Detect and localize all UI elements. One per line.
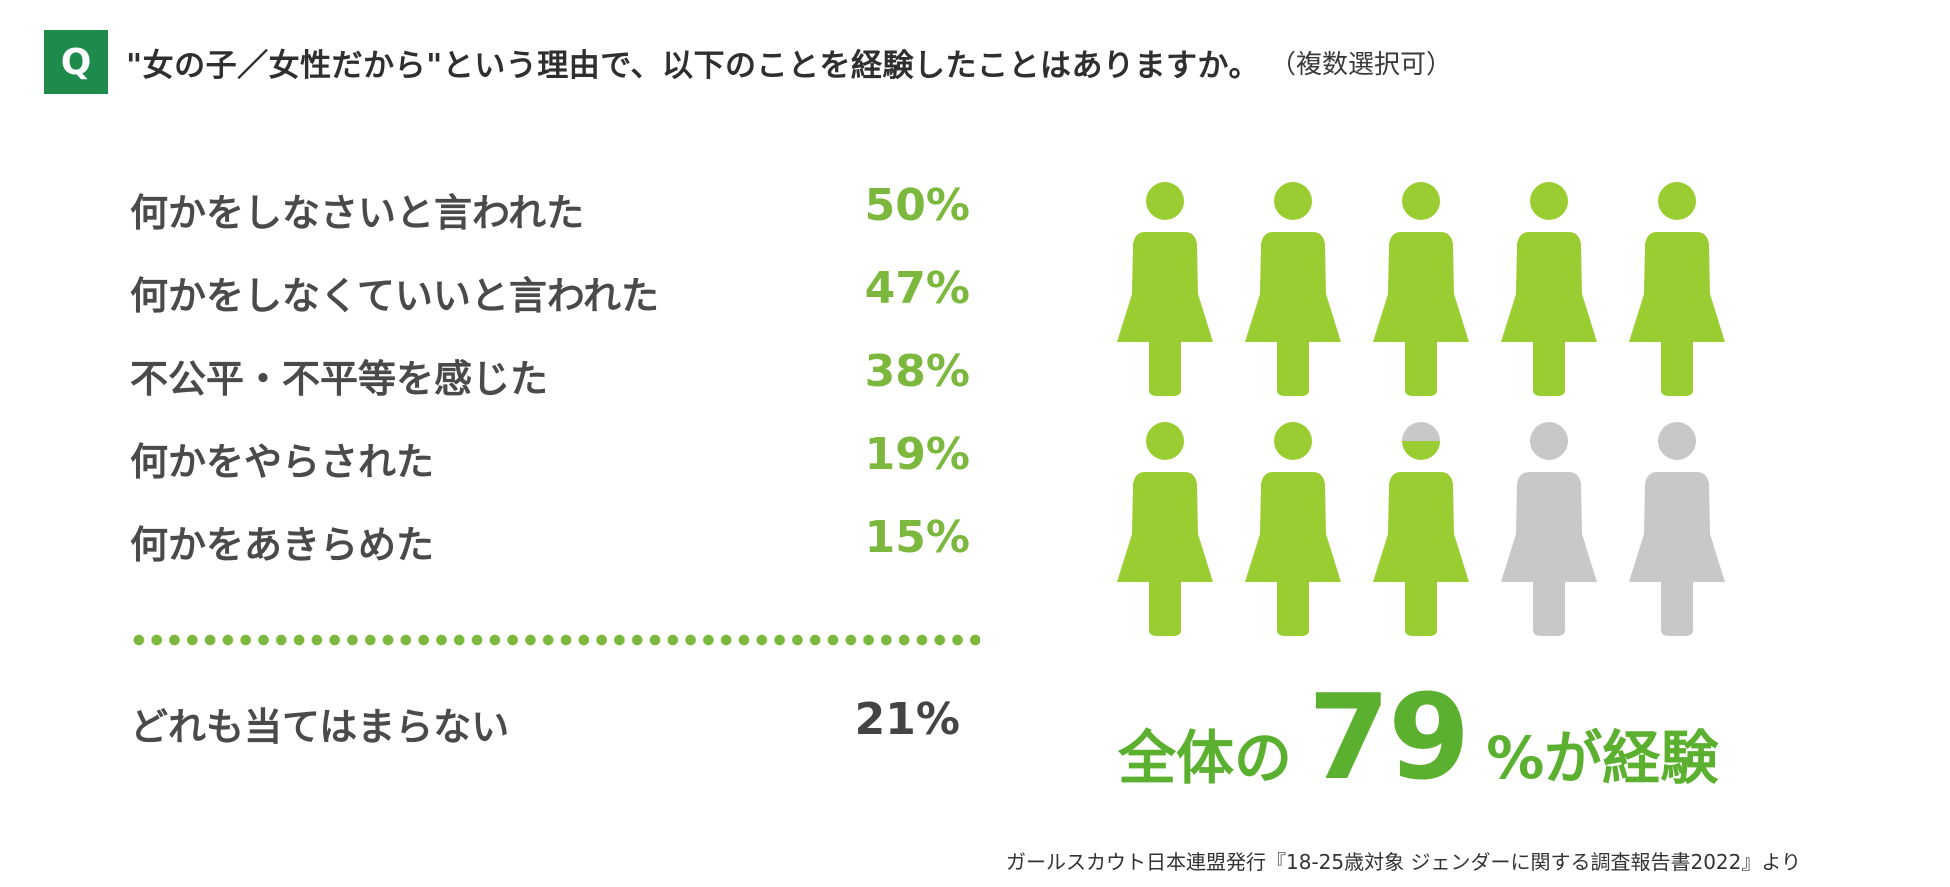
person-body: [1629, 472, 1725, 636]
person-icon: [1117, 182, 1213, 396]
person-icon: [1373, 422, 1469, 636]
result-label: 何かをしなさいと言われた: [130, 191, 585, 235]
person-icon: [1117, 422, 1213, 636]
person-body: [1373, 472, 1469, 636]
result-label: 何かをしなくていいと言われた: [130, 274, 659, 318]
question-text: "女の子／女性だから"という理由で、以下のことを経験したことはありますか。: [126, 47, 1260, 84]
dotted-divider: [130, 633, 980, 647]
source-note: ガールスカウト日本連盟発行『18-25歳対象 ジェンダーに関する調査報告書202…: [1006, 850, 1801, 874]
summary-prefix: 全体の: [1118, 724, 1293, 792]
result-label: 何かをやらされた: [130, 440, 435, 484]
result-row: 何かをあきらめた 15%: [130, 512, 970, 597]
result-value: 15%: [864, 512, 970, 563]
person-body: [1373, 232, 1469, 396]
person-body: [1117, 472, 1213, 636]
person-head: [1530, 422, 1568, 460]
person-body: [1245, 472, 1341, 636]
pictogram-grid: [1115, 182, 1745, 652]
question-badge: Q: [44, 30, 108, 94]
person-head: [1658, 182, 1696, 220]
person-icon: [1373, 182, 1469, 396]
person-icon: [1245, 422, 1341, 636]
summary-suffix: %が経験: [1486, 724, 1719, 792]
none-row: どれも当てはまらない 21%: [130, 694, 970, 756]
person-icon: [1629, 182, 1725, 396]
person-icon: [1629, 422, 1725, 636]
person-icon: [1245, 182, 1341, 396]
result-label: 何かをあきらめた: [130, 523, 435, 567]
person-head: [1402, 182, 1440, 220]
question-note: （複数選択可）: [1269, 49, 1452, 80]
none-label: どれも当てはまらない: [130, 705, 510, 749]
none-value: 21%: [854, 694, 960, 745]
result-list: 何かをしなさいと言われた 50% 何かをしなくていいと言われた 47% 不公平・…: [130, 180, 970, 597]
person-body: [1629, 232, 1725, 396]
result-row: 何かをしなさいと言われた 50%: [130, 180, 970, 265]
result-label: 不公平・不平等を感じた: [130, 357, 549, 401]
result-value: 19%: [864, 429, 970, 480]
person-body: [1245, 232, 1341, 396]
person-head: [1530, 182, 1568, 220]
person-head: [1658, 422, 1696, 460]
person-body: [1501, 472, 1597, 636]
result-row: 何かをしなくていいと言われた 47%: [130, 263, 970, 348]
person-head: [1402, 422, 1440, 460]
result-value: 38%: [864, 346, 970, 397]
person-head: [1146, 422, 1184, 460]
person-icon: [1501, 182, 1597, 396]
result-row: 何かをやらされた 19%: [130, 429, 970, 514]
summary-value: 79: [1308, 668, 1470, 806]
pictogram-svg: [1117, 182, 1725, 636]
result-value: 47%: [864, 263, 970, 314]
summary: 全体の 79 %が経験: [1118, 668, 1718, 806]
result-row: 不公平・不平等を感じた 38%: [130, 346, 970, 431]
person-body: [1117, 232, 1213, 396]
question-header: Q "女の子／女性だから"という理由で、以下のことを経験したことはありますか。 …: [44, 30, 1452, 94]
person-head: [1146, 182, 1184, 220]
person-head: [1274, 422, 1312, 460]
result-value: 50%: [864, 180, 970, 231]
person-body: [1501, 232, 1597, 396]
person-head: [1274, 182, 1312, 220]
person-icon: [1501, 422, 1597, 636]
